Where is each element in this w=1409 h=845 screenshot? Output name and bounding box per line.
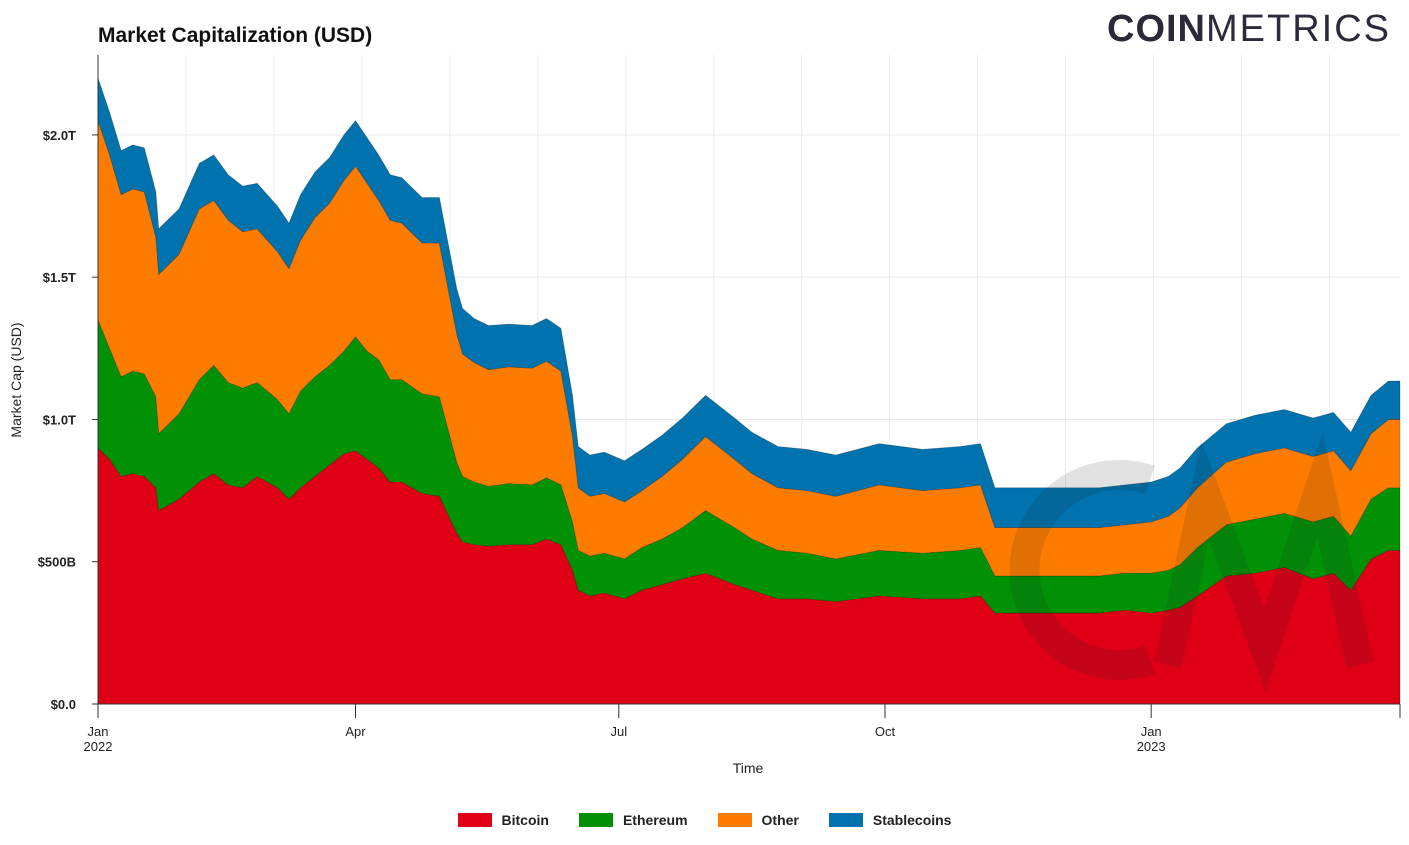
legend-item-stablecoins[interactable]: Stablecoins	[828, 812, 952, 828]
x-tick-label: Apr	[345, 724, 366, 739]
legend-label: Other	[761, 812, 799, 828]
legend-swatch	[717, 813, 752, 827]
stacked-areas	[97, 77, 1401, 705]
x-tick-sublabel: 2022	[84, 739, 113, 754]
x-tick-label: Jul	[610, 724, 627, 739]
legend-label: Bitcoin	[501, 812, 549, 828]
logo-text-bold: COIN	[1107, 8, 1206, 50]
legend-swatch	[578, 813, 613, 827]
legend-label: Stablecoins	[872, 812, 952, 828]
y-tick-label: $1.5T	[43, 270, 76, 285]
y-tick-label: $500B	[38, 555, 76, 570]
cm-watermark	[1009, 432, 1374, 692]
area-stablecoins	[97, 77, 1401, 528]
legend-item-bitcoin[interactable]: Bitcoin	[457, 812, 549, 828]
legend-swatch	[828, 813, 863, 827]
legend-item-other[interactable]: Other	[717, 812, 799, 828]
y-tick-label: $2.0T	[43, 128, 76, 143]
y-axis-label: Market Cap (USD)	[8, 322, 24, 437]
x-tick-label: Oct	[875, 724, 896, 739]
logo-text-light: METRICS	[1206, 8, 1391, 50]
coinmetrics-logo: COINMETRICS	[1107, 8, 1391, 51]
legend: Bitcoin Ethereum Other Stablecoins	[0, 812, 1409, 828]
legend-label: Ethereum	[622, 812, 688, 828]
x-tick-label: Jan	[1141, 724, 1162, 739]
watermark-m-shape	[1154, 432, 1374, 692]
x-tick-label: Jan	[88, 724, 109, 739]
watermark-c-shape	[1009, 460, 1155, 680]
y-tick-label: $0.0	[51, 697, 76, 712]
x-tick-sublabel: 2023	[1137, 739, 1166, 754]
legend-item-ethereum[interactable]: Ethereum	[578, 812, 688, 828]
y-tick-label: $1.0T	[43, 412, 76, 427]
x-axis-label: Time	[733, 760, 764, 776]
legend-swatch	[457, 813, 492, 827]
chart-title: Market Capitalization (USD)	[98, 24, 373, 47]
